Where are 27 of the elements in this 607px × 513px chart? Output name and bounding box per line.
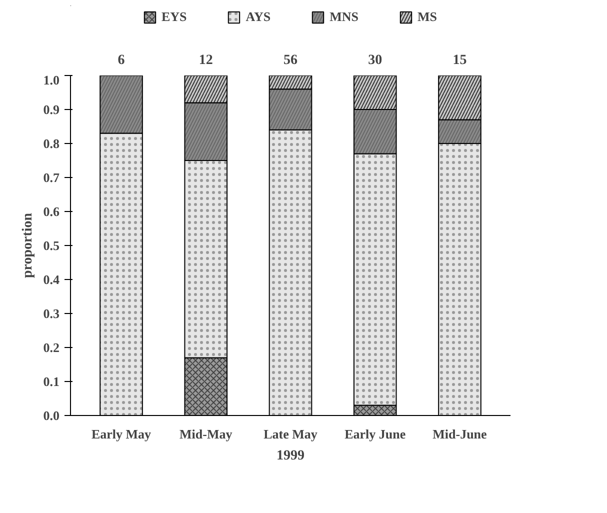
x-tick-label: Late May	[264, 426, 318, 442]
y-tick-label: 0.9	[43, 102, 60, 117]
y-tick-label: 0.7	[43, 170, 60, 185]
annotation: 56	[284, 53, 298, 68]
annotation: 6	[118, 53, 125, 68]
x-axis-title: 1999	[276, 448, 304, 464]
y-tick-label: 1.0	[43, 72, 60, 88]
y-tick-label: 0.0	[43, 408, 60, 423]
y-tick-label: 0.2	[43, 340, 60, 355]
y-tick-label: 0.5	[43, 238, 60, 253]
annotation: 15	[452, 53, 467, 68]
legend-label: EYS	[161, 9, 187, 25]
legend-label: MNS	[330, 9, 359, 25]
y-axis-title: proportion	[20, 212, 36, 278]
y-tick-label: 0.1	[43, 374, 60, 389]
x-tick-label: Mid-May	[180, 426, 233, 442]
x-tick-label: Early May	[91, 426, 152, 442]
y-tick-label: 0.8	[43, 136, 60, 151]
legend-label: AYS	[246, 9, 271, 25]
annotation: 12	[198, 53, 213, 68]
legend-label: MS	[418, 9, 438, 25]
annotation: 30	[368, 53, 382, 68]
y-tick-label: 0.6	[43, 204, 60, 219]
y-tick-label: 0.4	[43, 272, 60, 287]
x-tick-label: Early June	[344, 426, 406, 442]
y-tick-label: 0.3	[43, 306, 60, 321]
x-tick-label: Mid-June	[432, 426, 488, 442]
